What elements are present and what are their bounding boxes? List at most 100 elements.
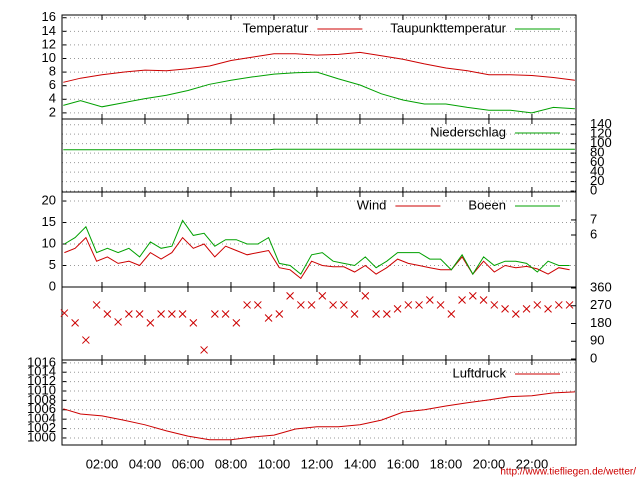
y-tick-label: 1004 [27,411,56,426]
point [393,305,402,313]
y-tick-label: 8 [49,64,56,79]
y-tick-label: 16 [42,9,56,24]
point [458,296,466,304]
point [167,310,176,318]
legend-label: Boeen [468,197,506,212]
point [318,292,327,300]
point [361,292,370,300]
point [286,292,294,300]
point [350,310,359,318]
point [60,309,69,317]
point [92,301,101,309]
point [275,310,284,318]
series-line [64,219,570,276]
point [178,310,187,318]
point [82,336,90,344]
point [232,319,241,327]
y-tick-label: 6 [49,77,56,92]
point [565,301,574,309]
y-tick-label: 10 [42,50,56,65]
y-tick-label: 1006 [27,401,56,416]
y-tick-label: 1014 [27,364,56,379]
point [114,318,122,326]
point [425,296,434,304]
y-tick-label: 1012 [27,373,56,388]
x-tick-label: 10:00 [258,456,291,471]
x-tick-label: 04:00 [129,456,162,471]
legend-label: Taupunkttemperatur [390,20,506,35]
series-line [64,236,570,280]
point [501,305,509,313]
panel-frame [61,359,577,446]
point [479,296,488,304]
y2-tick-label: 120 [590,126,612,141]
y2-tick-label: 360 [590,279,612,294]
legend-label: Temperatur [243,20,309,35]
y2-tick-label: 180 [590,315,612,330]
y-tick-label: 14 [42,23,56,38]
point [125,310,133,318]
y2-tick-label: 90 [590,333,604,348]
y2-tick-label: 40 [590,164,604,179]
x-tick-label: 02:00 [86,456,119,471]
y-tick-label: 1002 [27,420,56,435]
y2-tick-label: 80 [590,145,604,160]
y-tick-label: 20 [42,192,56,207]
y-tick-label: 10 [42,235,56,250]
point [533,301,542,309]
y-tick-label: 15 [42,214,56,229]
x-tick-label: 06:00 [172,456,205,471]
point [307,301,316,309]
point [468,292,477,300]
x-tick-label: 16:00 [387,456,420,471]
y-tick-label: 5 [49,257,56,272]
legend-label: Niederschlag [430,124,506,139]
point [296,301,305,309]
series-line [63,391,575,441]
point [71,319,79,327]
point [221,310,230,318]
point [447,310,456,318]
point [415,301,423,309]
point [382,310,391,318]
legend-label: Wind [357,197,387,212]
x-tick-label: 20:00 [473,456,506,471]
point [339,301,348,309]
x-tick-label: 14:00 [344,456,377,471]
point [210,310,219,318]
series-line [63,148,575,151]
point [490,301,499,309]
point [404,301,413,309]
point [522,305,531,313]
y-tick-label: 1008 [27,392,56,407]
y-tick-label: 1010 [27,382,56,397]
series-line [63,71,575,114]
x-tick-label: 18:00 [430,456,463,471]
point [146,319,155,327]
x-tick-label: 08:00 [215,456,248,471]
y-tick-label: 12 [42,36,56,51]
point [436,301,445,309]
panel-frame [61,286,577,361]
point [264,314,273,322]
point [329,301,337,309]
legend-label: Luftdruck [453,365,507,380]
y-tick-label: 2 [49,104,56,119]
point [135,310,144,318]
point [554,301,563,309]
y-tick-label: 0 [49,278,56,293]
point [372,310,380,318]
series-line [63,51,575,83]
y2-tick-label: 60 [590,154,604,169]
y-tick-label: 1016 [27,354,56,369]
footer-url: http://www.tiefliegen.de/wetter/ [500,467,636,478]
y2-tick-label: 7 [590,211,597,226]
point [103,310,112,318]
y2-tick-label: 0 [590,350,597,365]
x-tick-label: 22:00 [516,456,549,471]
y2-tick-label: 20 [590,173,604,188]
point [253,301,262,309]
y-tick-label: 1000 [27,429,56,444]
